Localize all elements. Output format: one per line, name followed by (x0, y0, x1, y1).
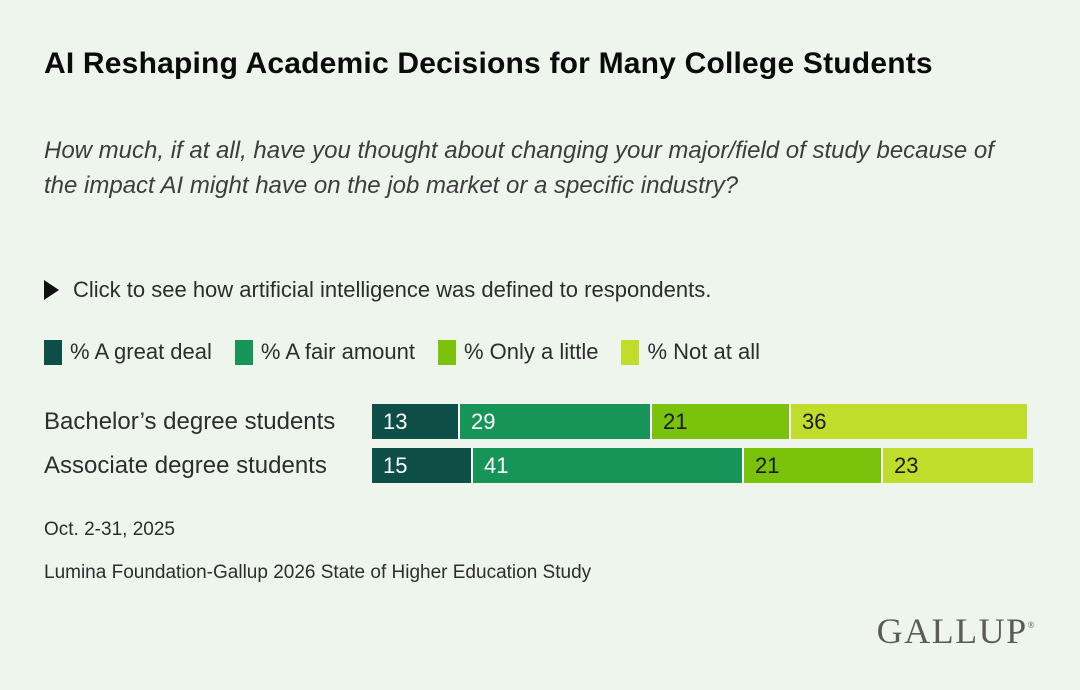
bar-segment: 13 (372, 404, 458, 439)
category-label: Bachelor’s degree students (44, 407, 336, 435)
disclosure-label: Click to see how artificial intelligence… (73, 277, 712, 302)
legend-swatch-icon (234, 339, 253, 365)
category-label: Associate degree students (44, 451, 327, 479)
bar-segment: 15 (372, 448, 471, 483)
play-triangle-icon (44, 280, 59, 300)
registered-mark-icon: ® (1027, 620, 1036, 630)
stacked-bar: 13 29 21 36 (372, 404, 1034, 439)
legend-item: % Only a little (437, 339, 599, 365)
legend-item: % A great deal (44, 339, 212, 365)
chart-row: Bachelor’s degree students 13 29 21 36 (44, 404, 1036, 439)
gallup-logo: GALLUP® (876, 611, 1036, 651)
definition-disclosure[interactable]: Click to see how artificial intelligence… (44, 277, 711, 303)
bar-segment: 36 (789, 404, 1027, 439)
legend-item: % A fair amount (234, 339, 415, 365)
legend-swatch-icon (437, 339, 456, 365)
legend-label: % Not at all (647, 339, 760, 364)
survey-question: How much, if at all, have you thought ab… (44, 137, 994, 199)
chart-legend: % A great deal % A fair amount % Only a li… (44, 339, 760, 365)
chart-row: Associate degree students 15 41 21 23 (44, 448, 1036, 483)
bar-segment: 41 (471, 448, 742, 483)
legend-label: % A fair amount (260, 339, 415, 364)
survey-dates: Oct. 2-31, 2025 (44, 519, 175, 540)
bar-segment: 21 (742, 448, 881, 483)
source-line: Lumina Foundation-Gallup 2026 State of H… (44, 562, 592, 583)
page-title: AI Reshaping Academic Decisions for Many… (44, 47, 933, 80)
legend-label: % A great deal (70, 339, 212, 364)
bar-segment: 21 (650, 404, 789, 439)
bar-segment: 29 (458, 404, 650, 439)
legend-swatch-icon (44, 339, 62, 365)
bar-segment: 23 (881, 448, 1033, 483)
legend-item: % Not at all (621, 339, 760, 365)
stacked-bar: 15 41 21 23 (372, 448, 1034, 483)
legend-swatch-icon (621, 339, 640, 365)
stacked-bar-chart: Bachelor’s degree students 13 29 21 36 Associ… (44, 404, 1036, 492)
legend-label: % Only a little (463, 339, 599, 364)
